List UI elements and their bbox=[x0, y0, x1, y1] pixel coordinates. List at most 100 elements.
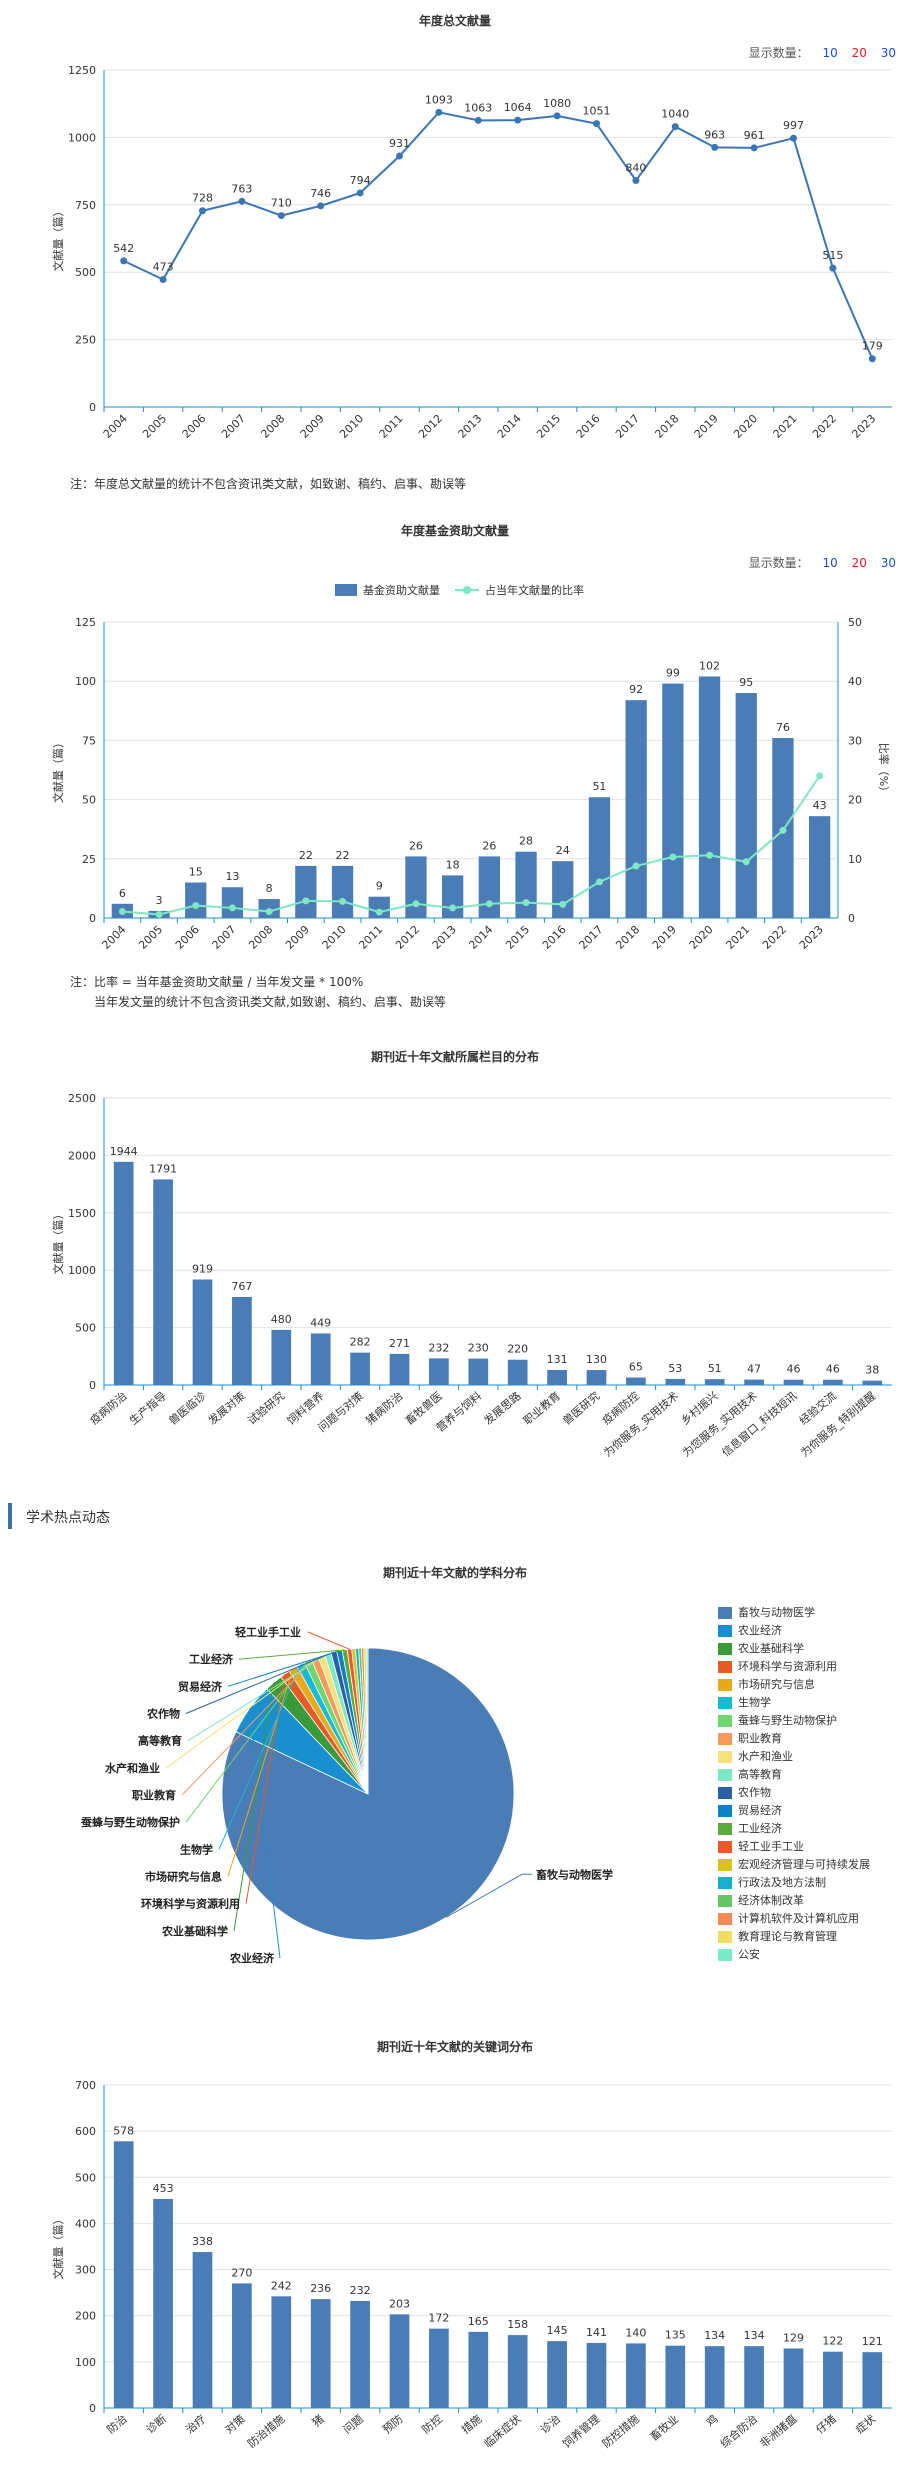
keywords-bar-label: 129 bbox=[783, 2331, 804, 2344]
subjects-legend-item[interactable]: 环境科学与资源利用 bbox=[718, 1658, 870, 1676]
subjects-legend-item[interactable]: 农作物 bbox=[718, 1784, 870, 1802]
legend-label: 畜牧与动物医学 bbox=[738, 1606, 815, 1619]
subjects-legend-item[interactable]: 市场研究与信息 bbox=[718, 1676, 870, 1694]
fund-bar-label: 15 bbox=[189, 865, 203, 878]
legend-swatch bbox=[718, 1697, 732, 1709]
annual-chart-title: 年度总文献量 bbox=[418, 14, 491, 28]
fund-chart-title: 年度基金资助文献量 bbox=[400, 524, 509, 538]
pie-callout-line bbox=[245, 1673, 286, 1904]
legend-label: 教育理论与教育管理 bbox=[738, 1930, 837, 1943]
count-option-20[interactable]: 20 bbox=[851, 556, 867, 570]
fund-bar-label: 26 bbox=[409, 839, 423, 852]
subjects-legend-item[interactable]: 水产和渔业 bbox=[718, 1748, 870, 1766]
annual-data-label: 542 bbox=[113, 242, 134, 255]
keywords-bar bbox=[113, 2141, 134, 2408]
subjects-legend-item[interactable]: 农业基础科学 bbox=[718, 1640, 870, 1658]
columns-bar bbox=[271, 1329, 292, 1385]
columns-bar-label: 232 bbox=[428, 1341, 449, 1354]
columns-bar bbox=[153, 1179, 173, 1385]
count-option-30[interactable]: 30 bbox=[880, 46, 896, 60]
columns-bar-label: 919 bbox=[192, 1262, 213, 1275]
fund-bar-label: 8 bbox=[266, 882, 273, 895]
keywords-bar bbox=[704, 2346, 725, 2408]
annual-data-point bbox=[317, 202, 325, 210]
pie-callout-label: 农业基础科学 bbox=[161, 1924, 228, 1938]
keywords-ytick-label: 500 bbox=[75, 2171, 96, 2184]
count-option-10[interactable]: 10 bbox=[822, 556, 838, 570]
keywords-bar bbox=[744, 2346, 764, 2408]
annual-data-label: 963 bbox=[704, 128, 725, 141]
legend-swatch bbox=[718, 1661, 732, 1673]
keywords-bar bbox=[626, 2343, 646, 2408]
section-header: 学术热点动态 bbox=[8, 1503, 898, 1529]
count-option-30[interactable]: 30 bbox=[880, 556, 896, 570]
legend-swatch bbox=[718, 1823, 732, 1835]
keywords-xtick-label: 问题 bbox=[341, 2412, 366, 2436]
keywords-bar-label: 270 bbox=[231, 2266, 252, 2279]
subjects-legend-item[interactable]: 计算机软件及计算机应用 bbox=[718, 1910, 870, 1928]
keywords-xtick-label: 防治措施 bbox=[245, 2412, 288, 2451]
annual-data-label: 840 bbox=[625, 162, 646, 175]
annual-ytick-label: 750 bbox=[75, 199, 96, 212]
fund-ratio-point bbox=[449, 904, 457, 912]
subjects-legend-item[interactable]: 行政法及地方法制 bbox=[718, 1874, 870, 1892]
keywords-bar-label: 578 bbox=[113, 2124, 134, 2137]
columns-bar-chart: 05001000150020002500文献量（篇）疫病防治生产指导兽医临诊发展… bbox=[51, 1092, 892, 1459]
subjects-legend-item[interactable]: 农业经济 bbox=[718, 1622, 870, 1640]
fund-ytick-label: 125 bbox=[75, 616, 96, 629]
pie-callout-label: 畜牧与动物医学 bbox=[536, 1867, 613, 1881]
subjects-legend-item[interactable]: 贸易经济 bbox=[718, 1802, 870, 1820]
count-option-20[interactable]: 20 bbox=[851, 46, 867, 60]
annual-data-point bbox=[396, 152, 403, 160]
keywords-xtick-label: 防控措施 bbox=[599, 2412, 642, 2451]
subjects-chart-title: 期刊近十年文献的学科分布 bbox=[382, 1566, 527, 1580]
annual-y-axis-title: 文献量（篇） bbox=[51, 206, 65, 272]
keywords-xtick-label: 防控 bbox=[419, 2412, 445, 2437]
columns-bar bbox=[350, 1352, 370, 1385]
columns-bar-label: 53 bbox=[668, 1362, 682, 1375]
fund-ratio-point bbox=[742, 858, 750, 866]
fund-bar-label: 9 bbox=[376, 880, 383, 893]
count-option-10[interactable]: 10 bbox=[822, 46, 838, 60]
subjects-legend-item[interactable]: 高等教育 bbox=[718, 1766, 870, 1784]
fund-bar bbox=[698, 676, 721, 918]
subjects-legend-item[interactable]: 轻工业手工业 bbox=[718, 1838, 870, 1856]
annual-data-point bbox=[159, 275, 167, 283]
pie-callout-label: 农作物 bbox=[146, 1707, 180, 1721]
subjects-legend-item[interactable]: 工业经济 bbox=[718, 1820, 870, 1838]
columns-bar bbox=[310, 1333, 331, 1385]
annual-data-label: 710 bbox=[271, 197, 292, 210]
legend-swatch bbox=[718, 1841, 732, 1853]
columns-ytick-label: 1000 bbox=[68, 1264, 96, 1277]
fund-note-line-2: 当年发文量的统计不包含资讯类文献,如致谢、稿约、启事、勘误等 bbox=[94, 995, 446, 1009]
fund-bar bbox=[185, 882, 207, 918]
columns-bar-label: 271 bbox=[389, 1337, 410, 1350]
pie-callout-line bbox=[238, 1649, 345, 1660]
fund-right-tick-label: 10 bbox=[848, 853, 862, 866]
subjects-legend-item[interactable]: 经济体制改革 bbox=[718, 1892, 870, 1910]
fund-bar-label: 76 bbox=[776, 721, 790, 734]
annual-data-label: 1080 bbox=[543, 97, 571, 110]
fund-ratio-line bbox=[122, 775, 821, 916]
subjects-legend-item[interactable]: 畜牧与动物医学 bbox=[718, 1604, 870, 1622]
subjects-legend-item[interactable]: 教育理论与教育管理 bbox=[718, 1928, 870, 1946]
keywords-ytick-label: 300 bbox=[75, 2264, 96, 2277]
legend-label: 农作物 bbox=[738, 1786, 771, 1799]
subjects-legend-item[interactable]: 宏观经济管理与可持续发展 bbox=[718, 1856, 870, 1874]
pie-callout-line bbox=[445, 1873, 532, 1918]
subjects-legend-item[interactable]: 公安 bbox=[718, 1946, 870, 1964]
annual-data-point bbox=[593, 120, 600, 128]
keywords-bar bbox=[665, 2345, 686, 2408]
fund-bar-line-chart: 0 25 50 75 100 125 文献量（篇） 0 10 20 30 40 50 比率（%） 基金资助文… bbox=[51, 583, 891, 952]
subjects-legend-item[interactable]: 职业教育 bbox=[718, 1730, 870, 1748]
subjects-legend-item[interactable]: 蚕蜂与野生动物保护 bbox=[718, 1712, 870, 1730]
columns-bar bbox=[704, 1379, 725, 1385]
count-label: 显示数量： bbox=[748, 556, 809, 570]
legend-label: 工业经济 bbox=[738, 1822, 782, 1835]
annual-data-point bbox=[474, 116, 482, 124]
fund-ratio-point bbox=[706, 851, 714, 859]
keywords-bar bbox=[429, 2328, 449, 2408]
fund-ratio-point bbox=[669, 853, 677, 861]
subjects-legend-item[interactable]: 生物学 bbox=[718, 1694, 870, 1712]
keywords-xtick-label: 预防 bbox=[380, 2412, 406, 2437]
